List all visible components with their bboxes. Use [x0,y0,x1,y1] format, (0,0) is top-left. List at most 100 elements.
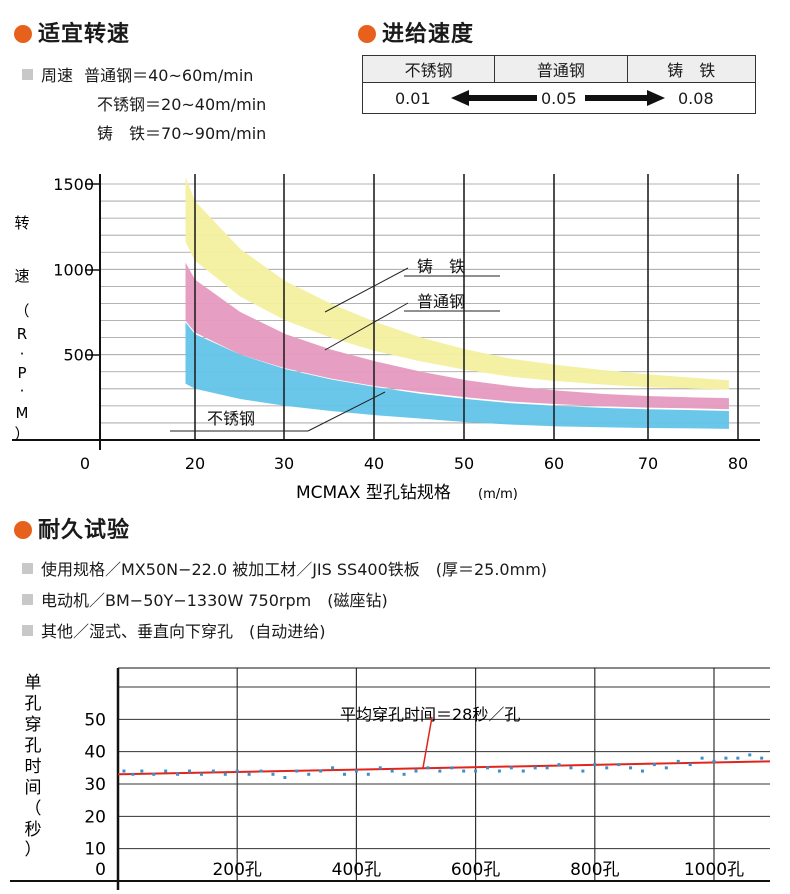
data-point [176,772,180,776]
square-bullet-icon [22,625,33,636]
data-point [462,769,466,773]
square-bullet-icon [22,563,33,574]
data-point [438,769,442,773]
data-point [271,772,275,776]
data-point [509,766,513,770]
rpm-axes [12,174,760,450]
rpm-ylabel-char: ） [14,425,29,443]
data-point [319,769,323,773]
endurance-chart: 平均穿孔时间＝28秒／孔 010 20 30 40 50 200孔 400孔 600孔 800孔 1… [10,667,771,890]
orange-dot-icon [358,25,376,43]
rpm-xtick-label: 40 [364,454,384,473]
rpm-xtick-label: 80 [728,454,748,473]
orange-dot-icon [14,25,32,43]
data-point [235,769,239,773]
rpm-ytick-label: 1000 [53,260,94,279]
end-xtick-label: 400孔 [332,860,381,880]
legend-label: 不锈钢 [207,409,255,428]
band-0 [185,177,729,390]
endurance-item: 其他／湿式、垂直向下穿孔 (自动进给) [22,618,326,642]
rpm-xlabel: MCMAX 型孔钻规格 [296,483,451,503]
feed-value-max: 0.08 [678,89,714,108]
data-point [569,766,573,770]
data-point [211,769,215,773]
data-point [450,766,454,770]
data-point [724,756,728,760]
square-bullet-icon [22,69,33,80]
rpm-xlabel-unit-value: m/m [483,487,513,502]
data-point [521,769,525,773]
endurance-item: 使用规格／MX50N−22.0 被加工材／JIS SS400铁板 (厚＝25.0… [22,556,547,580]
orange-dot-icon [14,521,32,539]
feed-table: 不锈钢 普通钢 铸 铁 0.01 0.05 0.08 [361,55,757,114]
legend-leader-line [307,391,386,432]
data-point [581,769,585,773]
data-point [664,766,668,770]
speed-line-3: 铸 铁＝70~90m/min [97,120,266,144]
end-labels: 平均穿孔时间＝28秒／孔 010 20 30 40 50 200孔 400孔 600孔 800孔 1… [25,673,745,880]
data-point [140,769,144,773]
speed-label: 周速 [41,66,74,85]
data-point [223,772,227,776]
data-point [593,763,597,767]
data-point [557,763,561,767]
feed-values-row: 0.01 0.05 0.08 [362,82,756,114]
feed-section-title: 进给速度 [358,16,474,48]
rpm-xtick-label: 60 [544,454,564,473]
rpm-ylabel-char: P [17,364,26,382]
endurance-section-title: 耐久试验 [14,512,130,544]
data-point [629,766,633,770]
speed-material: 普通钢 [84,66,133,85]
data-point [164,769,168,773]
data-point [426,766,430,770]
data-point [545,766,549,770]
data-point [533,766,537,770]
legend-leader-line [324,302,409,351]
data-point [131,772,135,776]
data-point [497,769,501,773]
annotation-label: 平均穿孔时间＝28秒／孔 [340,705,520,724]
speed-material: 不锈钢 [97,95,146,114]
data-point [188,769,192,773]
end-ytick-label: 10 [84,840,106,860]
data-point [676,759,680,763]
rpm-ytick-label: 500 [63,346,94,365]
data-point [122,769,126,773]
rpm-ylabel-char: M [16,404,29,422]
rpm-ytick-label: 0 [80,454,90,473]
endurance-item: 电动机／BM−50Y−1330W 750rpm (磁座钻) [22,587,388,611]
end-xtick-label: 800孔 [570,860,619,880]
data-point [748,753,752,757]
data-point [354,769,358,773]
data-point [366,772,370,776]
speed-value: ＝20~40m/min [145,95,267,114]
data-point [295,769,299,773]
data-point [342,772,346,776]
legend-label: 普通钢 [417,292,465,311]
data-point [414,769,418,773]
rpm-vgrid [194,174,739,440]
end-ylabel-char: 间 [25,778,42,798]
data-point [247,772,251,776]
end-ylabel-char: 秒 [25,820,42,840]
feed-header-cell: 普通钢 [494,55,628,83]
feed-header-cell: 不锈钢 [361,55,496,83]
rpm-xtick-label: 50 [454,454,474,473]
data-point [688,763,692,767]
rpm-ytick-label: 1500 [53,175,94,194]
legend-label: 铸 铁 [417,257,465,276]
end-grid [118,668,770,882]
rpm-labels: 0 500 1000 1500 20 30 40 50 60 70 80 转速 （ R ·P· M ） 铸 铁普通… [14,175,748,473]
data-point [307,772,311,776]
rpm-ylabel-char: 速 [14,267,29,285]
rpm-xtick-label: 70 [638,454,658,473]
data-point [640,769,644,773]
annotation-leader [422,716,433,768]
speed-section-title: 适宜转速 [14,16,130,48]
rpm-chart: 0 500 1000 1500 20 30 40 50 60 70 80 转速 （ R ·P· M ） 铸 铁普通… [12,174,760,503]
feed-value-mid: 0.05 [541,89,577,108]
feed-header-cell: 铸 铁 [626,55,757,83]
end-ytick-label: 30 [84,775,106,795]
data-point [486,766,490,770]
speed-line-1: 周速 普通钢＝40~60m/min [22,62,253,86]
